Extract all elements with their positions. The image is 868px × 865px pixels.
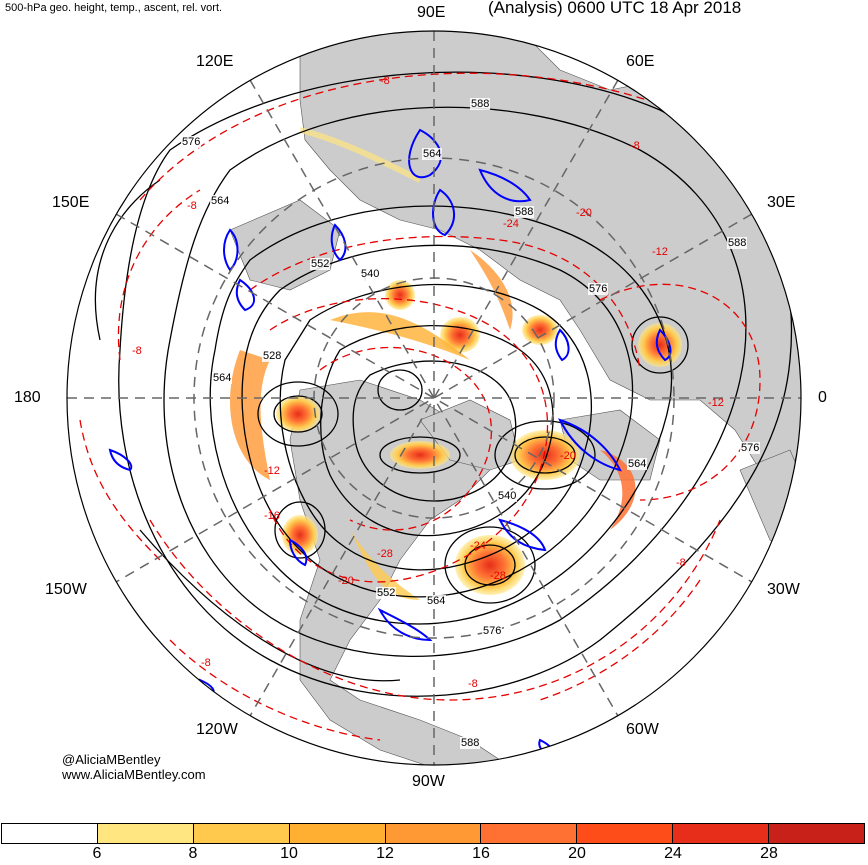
height-contour-label: 540 xyxy=(360,268,381,280)
temperature-contour-label: -8 xyxy=(630,140,640,152)
map-title: (Analysis) 0600 UTC 18 Apr 2018 xyxy=(488,0,742,17)
colorbar-tick-label: 24 xyxy=(664,845,682,862)
height-contour-label: 588 xyxy=(514,206,535,218)
temperature-contour-label: -8 xyxy=(380,75,390,87)
height-contour-label: 564 xyxy=(426,595,447,607)
height-contour-label: 588 xyxy=(470,98,491,110)
height-contour-label: 528 xyxy=(262,350,283,362)
colorbar-tick-label: 6 xyxy=(92,845,102,862)
lon-label-150e: 150E xyxy=(52,194,90,211)
temperature-contour-label: -28 xyxy=(490,570,506,582)
temperature-contour-label: -20 xyxy=(576,207,592,219)
temperature-contour-label: -8 xyxy=(468,678,478,690)
height-contour-label: 564 xyxy=(210,195,231,207)
temperature-contour-label: -24 xyxy=(503,218,519,230)
temperature-contour-label: -12 xyxy=(708,397,724,409)
colorbar-swatch xyxy=(288,824,385,843)
lon-label-90e: 90E xyxy=(417,4,446,21)
lon-label-120e: 120E xyxy=(196,53,234,70)
lon-label-30e: 30E xyxy=(767,194,796,211)
temperature-contour-label: -8 xyxy=(201,657,211,669)
height-contour-label: 564 xyxy=(212,372,233,384)
colorbar xyxy=(1,823,865,844)
colorbar-tick-label: 28 xyxy=(760,845,778,862)
lon-label-0: 0 xyxy=(818,389,827,406)
lon-label-150w: 150W xyxy=(45,581,87,598)
height-contour-label: 552 xyxy=(376,587,397,599)
height-contour-label: 576 xyxy=(740,442,761,454)
temperature-contour-label: -12 xyxy=(652,246,668,258)
colorbar-swatch xyxy=(384,824,481,843)
height-contour-label: 564 xyxy=(422,148,443,160)
temperature-contour-label: -28 xyxy=(377,548,393,560)
colorbar-tick-label: 10 xyxy=(280,845,298,862)
temperature-contours xyxy=(79,72,801,741)
height-contour-label: 576 xyxy=(588,283,609,295)
height-contour-label: 576 xyxy=(181,136,202,148)
height-contour-label: 552 xyxy=(310,258,331,270)
colorbar-swatch xyxy=(576,824,673,843)
colorbar-swatch xyxy=(192,824,289,843)
colorbar-swatch xyxy=(672,824,769,843)
map-boundary xyxy=(66,30,802,766)
height-contour-label: 576 xyxy=(482,625,503,637)
colorbar-tick-label: 12 xyxy=(376,845,394,862)
colorbar-swatch xyxy=(480,824,577,843)
temperature-contour-label: -24 xyxy=(470,540,486,552)
temperature-contour-label: -8 xyxy=(187,200,197,212)
height-contour-label: 564 xyxy=(627,458,648,470)
lon-label-180: 180 xyxy=(14,389,41,406)
colorbar-swatch xyxy=(768,824,865,843)
colorbar-swatch xyxy=(2,824,97,843)
credit-handle: @AliciaMBentley xyxy=(62,752,161,767)
height-contours xyxy=(94,71,793,697)
lon-label-90w: 90W xyxy=(412,773,445,790)
colorbar-swatch xyxy=(96,824,193,843)
temperature-contour-label: -8 xyxy=(676,557,686,569)
colorbar-tick-label: 8 xyxy=(188,845,198,862)
lon-label-120w: 120W xyxy=(196,721,238,738)
lon-label-30w: 30W xyxy=(767,581,800,598)
colorbar-tick-label: 20 xyxy=(568,845,586,862)
height-contour-label: 588 xyxy=(460,737,481,749)
temperature-contour-label: -8 xyxy=(132,345,142,357)
temperature-contour-label: -16 xyxy=(264,510,280,522)
lon-label-60e: 60E xyxy=(626,53,655,70)
lon-label-60w: 60W xyxy=(626,721,659,738)
temperature-contour-label: -20 xyxy=(560,450,576,462)
credit-website: www.AliciaMBentley.com xyxy=(62,767,206,782)
vorticity-contours xyxy=(108,128,672,756)
height-contour-label: 588 xyxy=(727,237,748,249)
map-subtitle: 500-hPa geo. height, temp., ascent, rel.… xyxy=(5,2,223,14)
temperature-contour-label: -20 xyxy=(338,575,354,587)
colorbar-tick-label: 16 xyxy=(472,845,490,862)
temperature-contour-label: -12 xyxy=(264,465,280,477)
height-contour-label: 540 xyxy=(497,490,518,502)
